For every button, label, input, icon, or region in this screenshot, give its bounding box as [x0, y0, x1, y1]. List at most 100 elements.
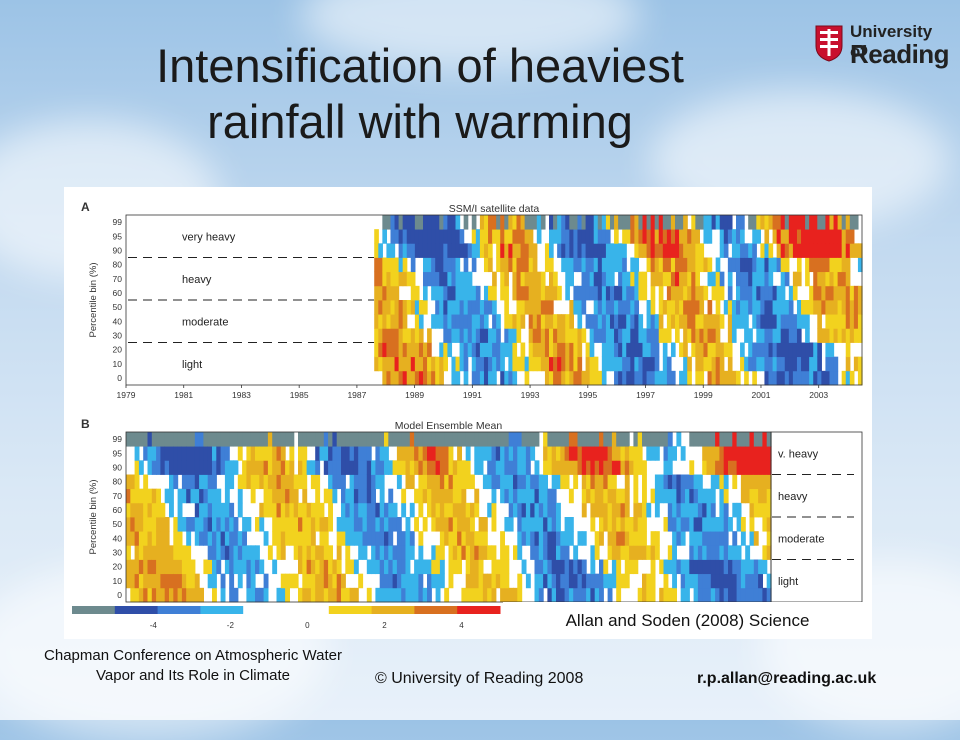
heatmap-cell: [341, 502, 346, 518]
heatmap-cell: [624, 531, 630, 546]
heatmap-cell: [151, 573, 157, 589]
heatmap-cell: [306, 531, 312, 546]
heatmap-cell: [772, 229, 778, 244]
heatmap-cell: [255, 545, 260, 560]
heatmap-cell: [683, 328, 688, 343]
heatmap-cell: [706, 573, 712, 589]
heatmap-cell: [728, 446, 733, 461]
heatmap-cell: [263, 460, 269, 475]
heatmap-cell: [569, 328, 574, 343]
heatmap-cell: [749, 432, 755, 447]
heatmap-cell: [796, 229, 802, 244]
heatmap-cell: [169, 432, 174, 447]
heatmap-cell: [508, 370, 514, 386]
heatmap-cell: [758, 488, 763, 504]
heatmap-cell: [723, 460, 729, 475]
heatmap-cell: [735, 243, 741, 258]
heatmap-cell: [622, 328, 627, 343]
heatmap-cell: [203, 432, 209, 447]
heatmap-cell: [536, 285, 542, 301]
heatmap-cell: [601, 243, 607, 258]
heatmap-cell: [207, 488, 213, 504]
heatmap-cell: [581, 300, 587, 315]
heatmap-cell: [817, 370, 822, 386]
heatmap-cell: [203, 517, 209, 532]
heatmap-cell: [762, 488, 768, 504]
heatmap-cell: [666, 328, 672, 343]
heatmap-cell: [676, 502, 682, 518]
heatmap-cell: [564, 587, 570, 603]
heatmap-cell: [525, 573, 531, 589]
heatmap-cell: [388, 460, 394, 475]
heatmap-cell: [451, 215, 457, 230]
heatmap-cell: [538, 545, 544, 560]
heatmap-cell: [599, 502, 604, 518]
heatmap-cell: [362, 474, 368, 490]
heatmap-cell: [488, 356, 493, 372]
heatmap-cell: [298, 587, 303, 603]
heatmap-cell: [482, 446, 488, 461]
heatmap-cell: [699, 356, 705, 372]
heatmap-cell: [697, 517, 703, 532]
heatmap-cell: [532, 328, 538, 343]
heatmap-cell: [471, 215, 477, 230]
heatmap-cell: [229, 502, 235, 518]
heatmap-cell: [829, 342, 835, 358]
heatmap-cell: [744, 243, 749, 258]
heatmap-cell: [710, 587, 716, 603]
heatmap-cell: [702, 559, 708, 575]
heatmap-cell: [459, 243, 465, 258]
heatmap-cell: [622, 285, 627, 301]
heatmap-cell: [435, 432, 441, 447]
heatmap-cell: [662, 243, 668, 258]
heatmap-cell: [151, 531, 157, 546]
heatmap-cell: [276, 531, 282, 546]
heatmap-cell: [549, 314, 554, 329]
heatmap-cell: [693, 488, 699, 504]
heatmap-cell: [298, 474, 303, 490]
heatmap-cell: [611, 460, 617, 475]
heatmap-cell: [431, 243, 436, 258]
heatmap-cell: [732, 545, 738, 560]
heatmap-cell: [624, 559, 630, 575]
heatmap-cell: [634, 229, 640, 244]
heatmap-cell: [173, 517, 179, 532]
heatmap-cell: [715, 342, 721, 358]
heatmap-cell: [551, 460, 557, 475]
legend-swatch: [72, 606, 116, 614]
heatmap-cell: [478, 587, 484, 603]
heatmap-cell: [766, 587, 772, 603]
heatmap-cell: [756, 257, 761, 273]
heatmap-cell: [431, 517, 437, 532]
heatmap-cell: [841, 285, 847, 301]
heatmap-cell: [487, 446, 493, 461]
heatmap-cell: [512, 215, 518, 230]
heatmap-cell: [543, 531, 548, 546]
heatmap-cell: [349, 502, 355, 518]
heatmap-cell: [390, 285, 396, 301]
heatmap-cell: [745, 573, 751, 589]
heatmap-cell: [650, 488, 656, 504]
heatmap-cell: [573, 215, 579, 230]
heatmap-cell: [549, 257, 554, 273]
heatmap-cell: [715, 271, 721, 287]
heatmap-cell: [398, 229, 404, 244]
heatmap-cell: [379, 517, 385, 532]
heatmap-cell: [693, 517, 699, 532]
heatmap-cell: [599, 559, 604, 575]
heatmap-cell: [569, 314, 574, 329]
heatmap-cell: [212, 587, 217, 603]
heatmap-cell: [272, 460, 278, 475]
heatmap-cell: [544, 342, 550, 358]
heatmap-cell: [276, 587, 282, 603]
heatmap-cell: [207, 502, 213, 518]
heatmap-cell: [349, 587, 355, 603]
heatmap-cell: [374, 271, 379, 287]
heatmap-cell: [492, 370, 497, 386]
heatmap-cell: [732, 587, 738, 603]
heatmap-cell: [378, 271, 383, 287]
heatmap-cell: [557, 314, 562, 329]
heatmap-cell: [590, 474, 596, 490]
heatmap-cell: [796, 271, 802, 287]
heatmap-cell: [728, 587, 733, 603]
